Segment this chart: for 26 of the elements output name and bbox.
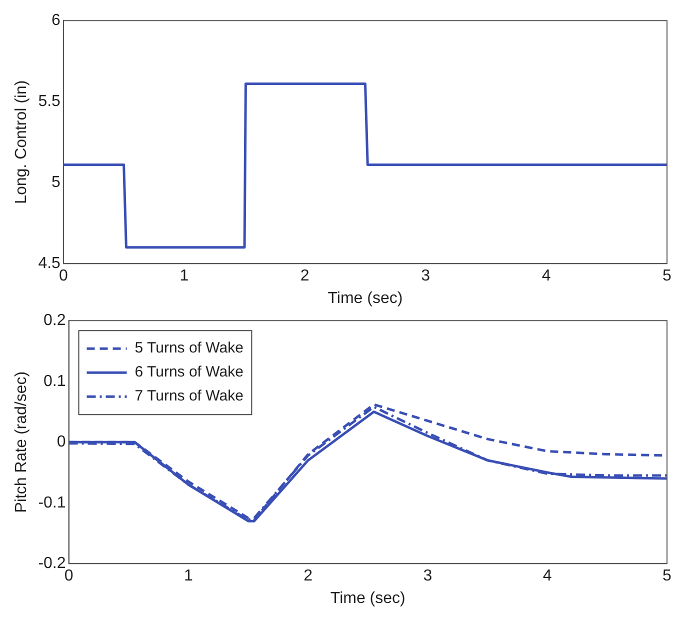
x-tick-label: 3 xyxy=(423,568,432,585)
y-tick-label: -0.2 xyxy=(38,555,66,572)
x-tick-label: 2 xyxy=(300,268,310,285)
x-tick-label: 5 xyxy=(662,568,672,585)
x-tick-label: 1 xyxy=(184,568,193,585)
y-axis-title: Pitch Rate (rad/sec) xyxy=(13,371,30,513)
y-tick-label: 4.5 xyxy=(38,255,61,272)
x-axis-title: Time (sec) xyxy=(330,590,406,607)
y-tick-label: -0.1 xyxy=(38,494,66,512)
y-axis-title: Long. Control (in) xyxy=(13,80,30,204)
y-tick-label: 5 xyxy=(52,174,61,192)
x-tick-label: 5 xyxy=(662,268,672,285)
x-tick-label: 2 xyxy=(304,568,313,585)
legend-label: 7 Turns of Wake xyxy=(134,388,244,405)
y-tick-label: 0 xyxy=(56,434,66,451)
x-tick-label: 4 xyxy=(542,268,551,285)
y-tick-label: 6 xyxy=(52,12,61,30)
x-tick-label: 4 xyxy=(542,568,552,585)
x-axis-title: Time (sec) xyxy=(328,290,403,307)
y-tick-label: 0.1 xyxy=(44,372,66,390)
x-tick-label: 3 xyxy=(421,268,430,285)
legend-label: 6 Turns of Wake xyxy=(134,364,244,381)
y-tick-label: 5.5 xyxy=(38,93,61,110)
y-tick-label: 0.2 xyxy=(44,312,66,330)
legend-label: 5 Turns of Wake xyxy=(134,340,244,357)
x-tick-label: 1 xyxy=(180,268,189,285)
